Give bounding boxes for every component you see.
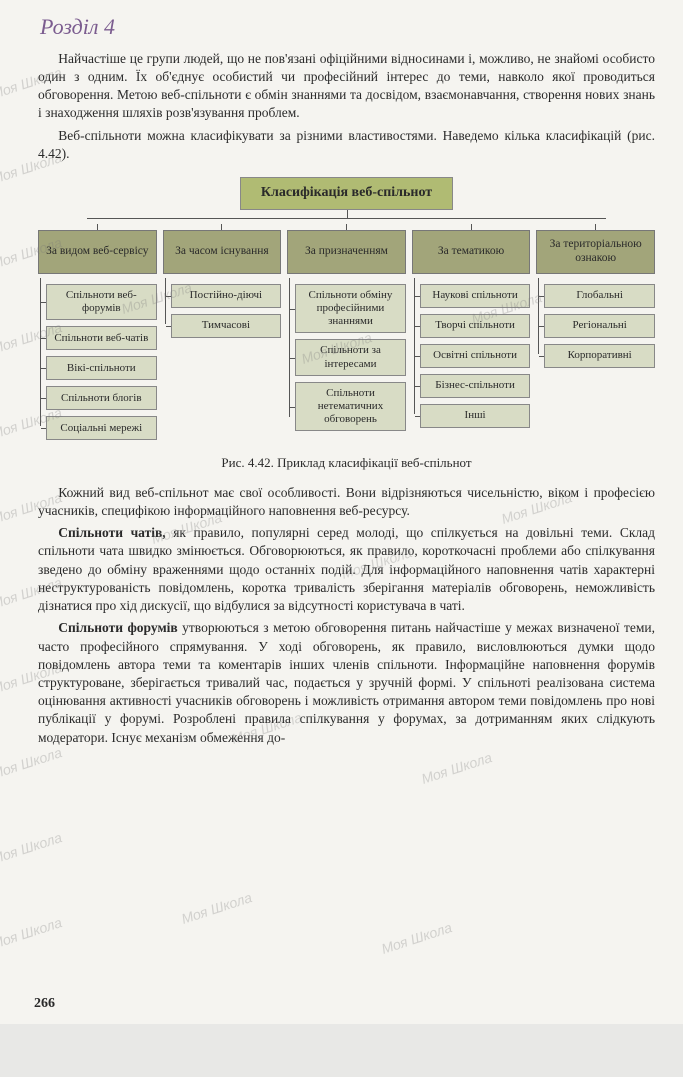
diagram-column: За призначеннямСпільноти обміну професій… <box>287 224 406 440</box>
diagram-sub-item: Глобальні <box>544 284 655 308</box>
diagram-column: За територіальною ознакою Глобальні Регіон… <box>536 224 655 440</box>
diagram-category-header: За часом існування <box>163 230 282 274</box>
diagram-connector <box>38 210 655 224</box>
diagram-sub-item: Корпоративні <box>544 344 655 368</box>
diagram-category-header: За видом веб-сервісу <box>38 230 157 274</box>
diagram-column: За видом веб-сервісуСпільноти веб-форумі… <box>38 224 157 440</box>
paragraph-4: Спільноти чатів, як правило, популярні с… <box>38 524 655 615</box>
diagram-sub-item: Спільноти за інтересами <box>295 339 406 375</box>
section-header: Розділ 4 <box>38 12 655 42</box>
diagram-sub-item: Спільноти веб-форумів <box>46 284 157 320</box>
diagram-sub-item: Спільноти обміну професійними знаннями <box>295 284 406 334</box>
classification-diagram: Класифікація веб-спільнот За видом веб-с… <box>38 177 655 440</box>
p4-lead: Спільноти чатів, <box>58 525 165 540</box>
diagram-sub-item: Спільноти нетематичних обговорень <box>295 382 406 432</box>
diagram-sub-list: Спільноти веб-форумів Спільноти веб-чатів… <box>38 278 157 440</box>
p5-rest: утворюються з метою обговорення питань н… <box>38 620 655 744</box>
diagram-root-box: Класифікація веб-спільнот <box>240 177 453 210</box>
diagram-caption: Рис. 4.42. Приклад класифікації веб-спіл… <box>38 454 655 472</box>
diagram-sub-item: Вікі-спільноти <box>46 356 157 380</box>
diagram-sub-item: Наукові спільноти <box>420 284 531 308</box>
p5-lead: Спільноти форумів <box>58 620 177 635</box>
page-number: 266 <box>34 995 55 1014</box>
diagram-sub-list: Постійно-діючі Тимчасові <box>163 278 282 338</box>
diagram-sub-item: Спільноти веб-чатів <box>46 326 157 350</box>
diagram-sub-list: Наукові спільноти Творчі спільноти Освітні… <box>412 278 531 428</box>
paragraph-1: Найчастіше це групи людей, що не пов'яза… <box>38 50 655 123</box>
paragraph-3: Кожний вид веб-спільнот має свої особлив… <box>38 484 655 520</box>
diagram-sub-item: Інші <box>420 404 531 428</box>
diagram-column: За часом існування Постійно-діючі Тимчасов… <box>163 224 282 440</box>
paragraph-5: Спільноти форумів утворюються з метою об… <box>38 619 655 747</box>
diagram-sub-item: Тимчасові <box>171 314 282 338</box>
diagram-category-header: За територіальною ознакою <box>536 230 655 274</box>
diagram-column: За тематикою Наукові спільноти Творчі спіл… <box>412 224 531 440</box>
diagram-sub-item: Постійно-діючі <box>171 284 282 308</box>
diagram-sub-item: Соціальні мережі <box>46 416 157 440</box>
diagram-sub-item: Бізнес-спільноти <box>420 374 531 398</box>
diagram-sub-list: Спільноти обміну професійними знаннями Сп… <box>287 278 406 432</box>
diagram-sub-item: Освітні спільноти <box>420 344 531 368</box>
diagram-sub-item: Спільноти блогів <box>46 386 157 410</box>
paragraph-2: Веб-спільноти можна класифікувати за різ… <box>38 127 655 163</box>
diagram-sub-item: Регіональні <box>544 314 655 338</box>
diagram-category-header: За призначенням <box>287 230 406 274</box>
diagram-sub-list: Глобальні Регіональні Корпоративні <box>536 278 655 368</box>
diagram-sub-item: Творчі спільноти <box>420 314 531 338</box>
diagram-category-header: За тематикою <box>412 230 531 274</box>
